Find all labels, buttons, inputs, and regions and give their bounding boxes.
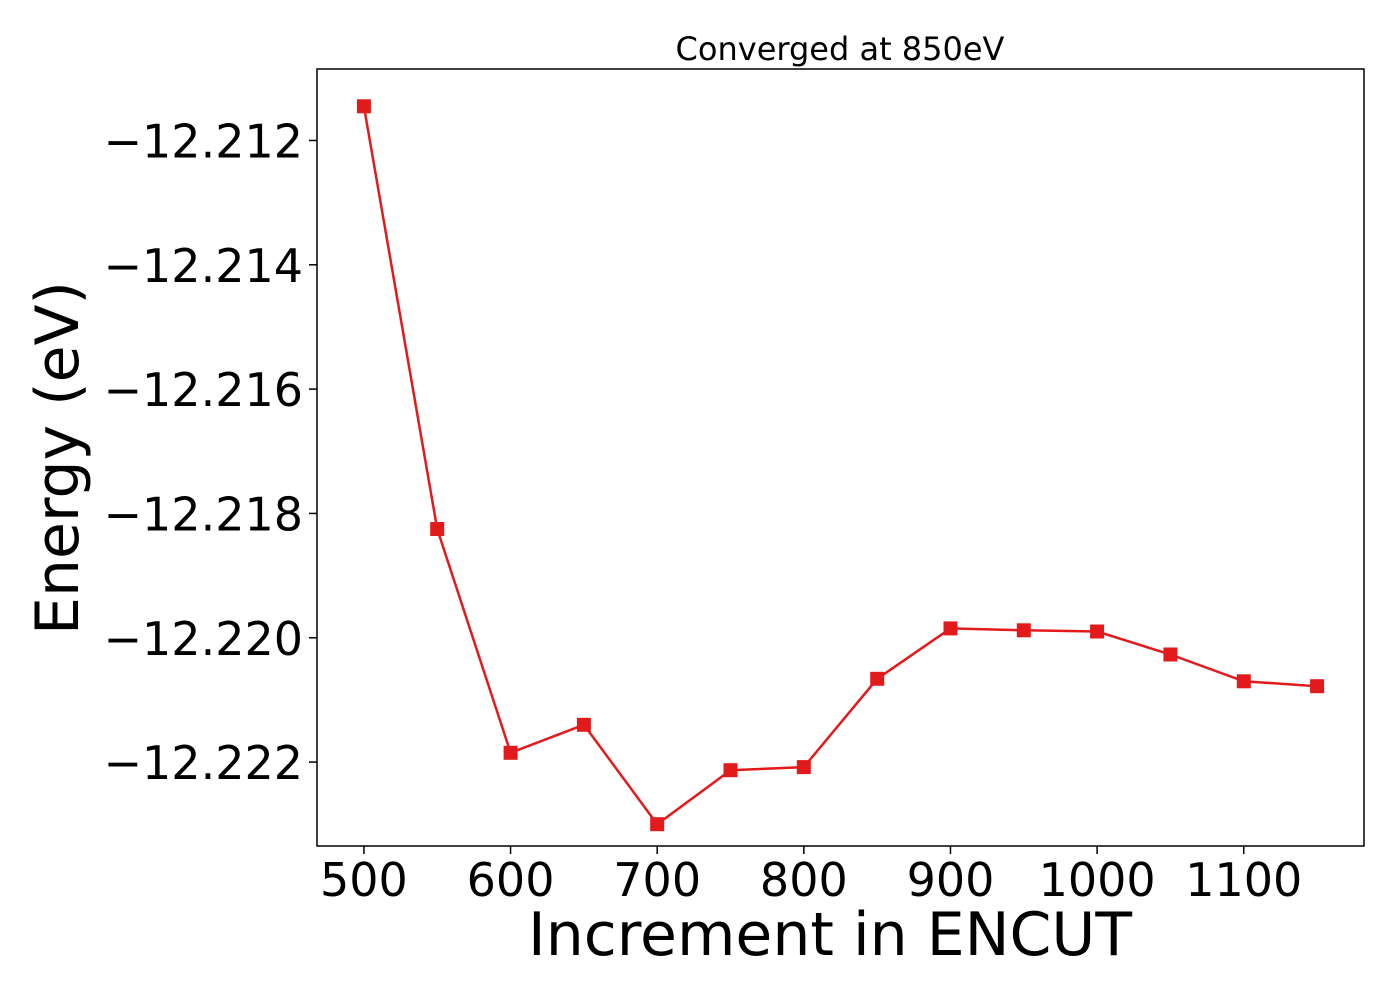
y-tick-label: −12.218 <box>104 487 304 541</box>
y-tick-label: −12.216 <box>104 363 304 417</box>
data-point-marker <box>1090 624 1105 639</box>
chart-title: Converged at 850eV <box>676 30 1005 68</box>
data-point-marker <box>1236 674 1251 689</box>
x-tick-label: 600 <box>467 853 555 907</box>
data-point-marker <box>1016 623 1031 638</box>
y-axis-label: Energy (eV) <box>23 281 93 635</box>
data-point-marker <box>870 671 885 686</box>
y-tick-label: −12.212 <box>104 114 304 168</box>
data-point-marker <box>650 817 665 832</box>
data-point-marker <box>723 763 738 778</box>
x-tick-label: 800 <box>760 853 848 907</box>
plot-area-frame <box>316 68 1365 847</box>
x-tick-label: 1000 <box>1039 853 1156 907</box>
y-tick-label: −12.222 <box>104 736 304 790</box>
data-point-marker <box>1310 679 1325 694</box>
data-point-marker <box>356 99 371 114</box>
data-point-marker <box>503 745 518 760</box>
data-point-marker <box>796 760 811 775</box>
x-axis-label: Increment in ENCUT <box>528 900 1132 970</box>
data-point-marker <box>576 717 591 732</box>
data-point-marker <box>1163 647 1178 662</box>
data-point-marker <box>943 621 958 636</box>
y-tick-label: −12.220 <box>104 612 304 666</box>
x-tick-label: 700 <box>613 853 701 907</box>
data-point-marker <box>430 522 445 536</box>
y-axis-ticks: −12.212 −12.214 −12.216 −12.218 −12.220 −12.2… <box>104 114 317 790</box>
series-layer <box>356 99 1325 832</box>
series-line <box>362 106 1318 826</box>
x-axis-ticks: 500 600 700 800 900 1000 1100 <box>320 846 1302 907</box>
y-tick-label: −12.214 <box>104 239 304 293</box>
x-tick-label: 1100 <box>1185 853 1302 907</box>
x-tick-label: 900 <box>907 853 995 907</box>
x-tick-label: 500 <box>320 853 408 907</box>
